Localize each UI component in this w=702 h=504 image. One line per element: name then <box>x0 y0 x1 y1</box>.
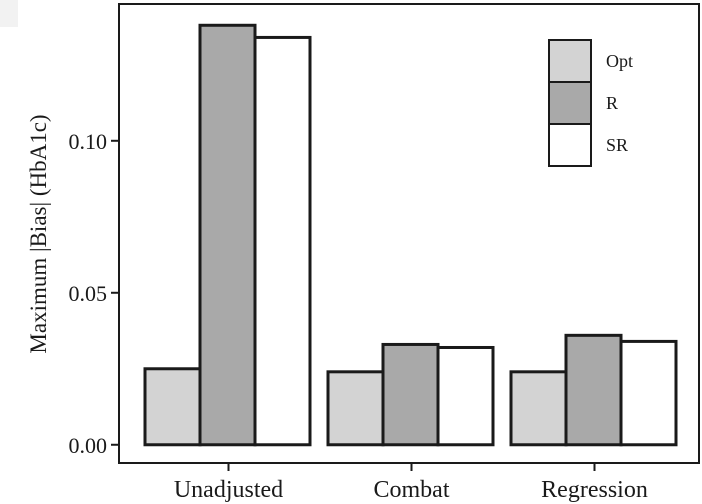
bar-r-combat <box>381 342 440 447</box>
x-axis: Unadjusted Combat Regression <box>174 463 648 503</box>
legend-label-sr: SR <box>606 135 628 155</box>
y-tick-label: 0.05 <box>69 281 108 306</box>
bar-sr-regression <box>619 339 678 447</box>
y-axis-title: Maximum |Bias| (HbA1c) <box>26 114 51 353</box>
y-axis: 0.00 0.05 0.10 <box>69 129 119 458</box>
bars-layer <box>143 23 678 447</box>
x-tick-label-combat: Combat <box>374 477 450 503</box>
legend-label-opt: Opt <box>606 51 633 71</box>
legend-key-sr <box>548 123 592 167</box>
bar-r-regression <box>564 333 623 447</box>
legend: Opt R SR <box>548 39 633 167</box>
y-tick-label: 0.00 <box>69 433 108 458</box>
bar-r-unadjusted <box>198 23 257 447</box>
bar-sr-unadjusted <box>253 35 312 447</box>
bar-opt-unadjusted <box>143 367 202 447</box>
bar-opt-regression <box>509 370 568 447</box>
plot-frame <box>118 3 700 464</box>
y-tick-label: 0.10 <box>69 129 108 154</box>
x-tick-label-unadjusted: Unadjusted <box>174 477 283 503</box>
x-tick-label-regression: Regression <box>541 477 648 503</box>
corner-swatch <box>0 0 18 27</box>
legend-label-r: R <box>606 93 618 113</box>
legend-key-r <box>548 81 592 125</box>
bar-opt-combat <box>326 370 385 447</box>
legend-key-opt <box>548 39 592 83</box>
bar-sr-combat <box>436 345 495 447</box>
